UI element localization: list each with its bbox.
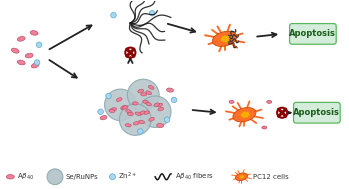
Text: Zn$^{2+}$: Zn$^{2+}$: [118, 171, 138, 182]
Ellipse shape: [213, 31, 237, 46]
Ellipse shape: [135, 112, 141, 115]
Text: A$\beta_{40}$: A$\beta_{40}$: [17, 172, 35, 182]
Ellipse shape: [109, 109, 115, 112]
Circle shape: [34, 60, 40, 65]
Ellipse shape: [133, 122, 139, 125]
Ellipse shape: [31, 63, 39, 68]
Ellipse shape: [149, 117, 154, 121]
Circle shape: [164, 117, 170, 122]
Circle shape: [127, 79, 159, 111]
Circle shape: [36, 42, 42, 47]
Ellipse shape: [12, 48, 19, 53]
Ellipse shape: [100, 115, 107, 120]
Ellipse shape: [30, 31, 38, 35]
Ellipse shape: [157, 103, 163, 107]
Ellipse shape: [146, 102, 151, 106]
FancyBboxPatch shape: [294, 102, 340, 123]
Ellipse shape: [143, 100, 149, 104]
Circle shape: [110, 174, 116, 180]
Ellipse shape: [154, 103, 159, 107]
Ellipse shape: [122, 106, 128, 109]
FancyBboxPatch shape: [290, 24, 336, 44]
Ellipse shape: [125, 124, 131, 127]
Ellipse shape: [262, 126, 267, 129]
Text: Apoptosis: Apoptosis: [289, 29, 336, 38]
Ellipse shape: [127, 112, 133, 115]
Circle shape: [111, 12, 116, 18]
Ellipse shape: [166, 88, 173, 92]
Circle shape: [149, 10, 155, 16]
Ellipse shape: [140, 111, 145, 115]
Ellipse shape: [241, 111, 250, 118]
Ellipse shape: [17, 60, 25, 65]
Circle shape: [47, 169, 63, 185]
Text: Se/RuNPs: Se/RuNPs: [66, 174, 99, 180]
Ellipse shape: [235, 173, 247, 180]
Ellipse shape: [17, 36, 25, 41]
Ellipse shape: [126, 110, 132, 113]
Ellipse shape: [146, 91, 151, 95]
Circle shape: [98, 109, 103, 115]
Circle shape: [139, 96, 171, 128]
Ellipse shape: [229, 100, 234, 103]
Ellipse shape: [139, 120, 144, 124]
Ellipse shape: [221, 35, 230, 42]
Circle shape: [138, 129, 143, 134]
Circle shape: [119, 104, 151, 135]
Ellipse shape: [267, 100, 272, 103]
Ellipse shape: [6, 175, 14, 179]
Text: PC12 cells: PC12 cells: [253, 174, 289, 180]
Ellipse shape: [116, 98, 122, 101]
Ellipse shape: [25, 53, 33, 58]
Ellipse shape: [138, 89, 144, 93]
Ellipse shape: [239, 175, 244, 179]
Ellipse shape: [233, 108, 256, 122]
Text: Apoptosis: Apoptosis: [294, 108, 340, 117]
Ellipse shape: [157, 124, 164, 128]
Ellipse shape: [148, 85, 154, 89]
Circle shape: [105, 89, 136, 121]
Circle shape: [106, 93, 111, 99]
Text: A$\beta_{40}$ fibers: A$\beta_{40}$ fibers: [175, 172, 214, 182]
Ellipse shape: [121, 105, 126, 109]
Ellipse shape: [144, 111, 150, 114]
Ellipse shape: [158, 107, 164, 111]
Ellipse shape: [132, 102, 138, 105]
Ellipse shape: [111, 108, 117, 111]
Ellipse shape: [141, 93, 147, 96]
Circle shape: [171, 97, 177, 103]
